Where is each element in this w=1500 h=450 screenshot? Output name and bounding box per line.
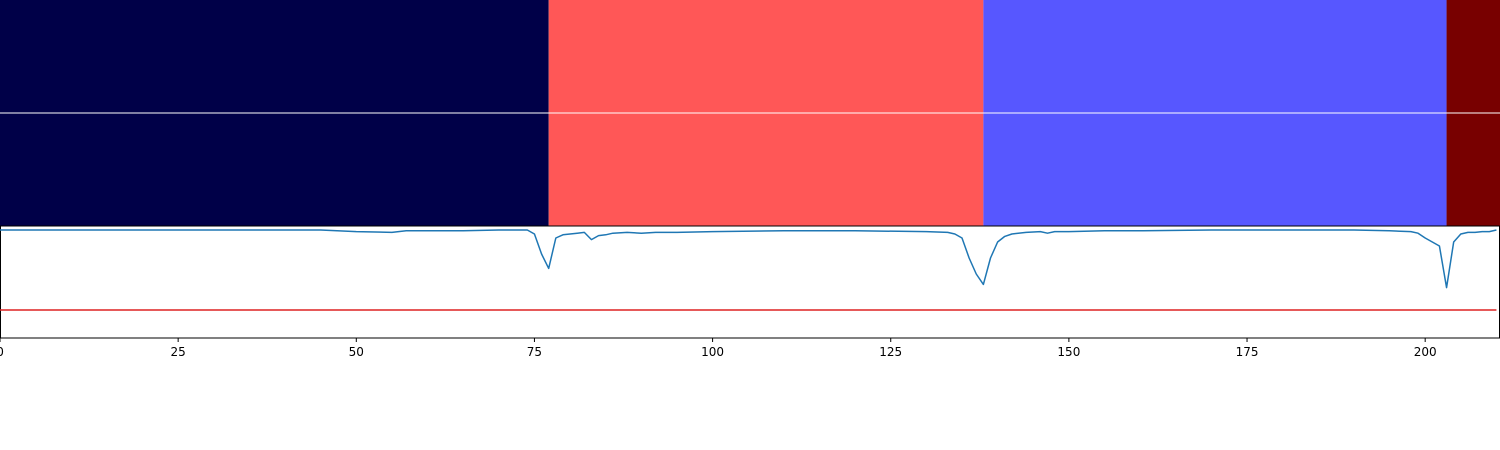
- x-tick-label: 25: [171, 345, 186, 359]
- line-panel-frame: [0, 225, 1500, 339]
- segment-band-layer: [0, 0, 1500, 226]
- segment-band-row1-1: [0, 0, 549, 113]
- x-axis: 0 25 50 75 100 125 150 175 200: [0, 337, 1500, 359]
- x-tick-label: 150: [1057, 345, 1080, 359]
- x-tick-label: 100: [701, 345, 724, 359]
- segment-band-row1-4: [1446, 0, 1500, 113]
- segment-band-row2-3: [983, 113, 1447, 226]
- series-line-1: [0, 229, 1497, 289]
- x-tick-label: 75: [527, 345, 542, 359]
- x-tick-label: 50: [349, 345, 364, 359]
- x-tick-label: 125: [879, 345, 902, 359]
- x-tick-label: 200: [1414, 345, 1437, 359]
- x-tick-label: 0: [0, 345, 4, 359]
- segment-band-row1-2: [548, 0, 984, 113]
- x-tick-label: 175: [1236, 345, 1259, 359]
- line-plot-layer: [0, 225, 1500, 339]
- segment-band-row2-4: [1446, 113, 1500, 226]
- segment-band-row1-3: [983, 0, 1447, 113]
- segment-band-row2-2: [548, 113, 984, 226]
- segment-band-row2-1: [0, 113, 549, 226]
